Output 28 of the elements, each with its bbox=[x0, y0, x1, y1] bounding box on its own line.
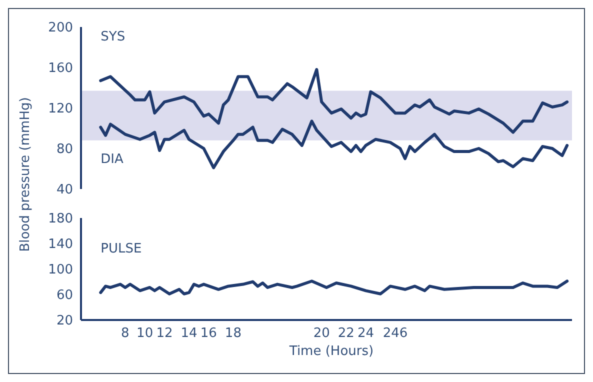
x-tick-label: 20 bbox=[313, 326, 330, 342]
y-tick-label: 20 bbox=[56, 314, 73, 329]
y-tick-label: 80 bbox=[56, 142, 73, 158]
text: PULSE bbox=[100, 242, 142, 257]
x-tick-label: 16 bbox=[200, 326, 217, 342]
y-tick-label: 160 bbox=[48, 61, 73, 76]
line-series bbox=[99, 120, 569, 170]
x-tick-label: 10 bbox=[136, 326, 154, 342]
y-tick-label: 120 bbox=[48, 102, 73, 117]
x-tick-label: 14 bbox=[180, 326, 198, 342]
series-label: DIA bbox=[100, 152, 124, 168]
line-series bbox=[99, 280, 569, 296]
x-tick-label: 12 bbox=[156, 326, 173, 342]
y-tick-label: 180 bbox=[48, 212, 73, 227]
x-tick-label: 246 bbox=[382, 326, 408, 342]
x-tick-label: 8 bbox=[121, 326, 130, 342]
line-series bbox=[99, 68, 569, 134]
y-axis-title: Blood pressure (mmHg) bbox=[18, 96, 33, 252]
y-tick-label: 60 bbox=[56, 288, 73, 304]
y-tick-label: 40 bbox=[56, 182, 73, 198]
y-tick-label: 100 bbox=[48, 262, 73, 278]
y-tick-label: 140 bbox=[48, 237, 73, 252]
x-axis-title: Time (Hours) bbox=[288, 344, 375, 359]
y-tick-label: 200 bbox=[48, 20, 73, 36]
text: SYS bbox=[100, 30, 126, 45]
x-tick-label: 24 bbox=[358, 326, 374, 342]
x-tick-label: 22 bbox=[338, 326, 354, 342]
x-tick-label: 18 bbox=[224, 326, 242, 342]
